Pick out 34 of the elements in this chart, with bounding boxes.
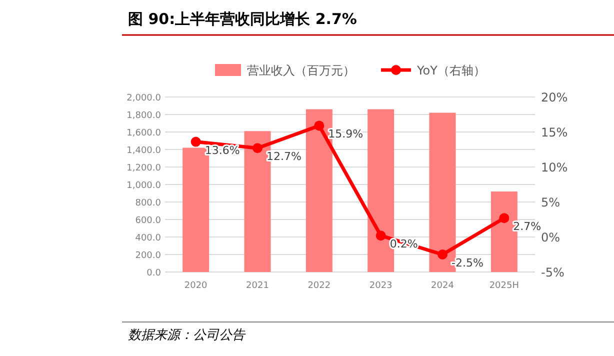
- source-note: 数据来源：公司公告: [128, 328, 246, 343]
- y-tick-label: 800.0: [135, 198, 162, 208]
- x-tick-label: 2022: [308, 281, 331, 291]
- y2-tick-label: 5%: [541, 196, 560, 210]
- data-label: 0.2%: [390, 238, 418, 251]
- point: [438, 250, 448, 260]
- x-tick-label: 2025H: [489, 281, 520, 291]
- y2-tick-label: 10%: [541, 160, 568, 174]
- point: [499, 213, 510, 224]
- point: [314, 120, 324, 131]
- point: [252, 143, 262, 154]
- title: 图 90:上半年营收同比增长 2.7%: [128, 10, 357, 28]
- y-tick-label: 200.0: [135, 251, 162, 261]
- y-tick-label: 600.0: [135, 216, 162, 226]
- y2-tick-label: 15%: [541, 126, 568, 140]
- y-tick-label: 2,000.0: [126, 94, 162, 104]
- y-tick-label: 1,600.0: [126, 128, 162, 138]
- y-tick-label: 1,000.0: [126, 181, 162, 191]
- y2-tick-label: -5%: [541, 266, 564, 280]
- point: [376, 230, 386, 241]
- x-tick-label: 2021: [246, 281, 269, 291]
- y-tick-label: 0.0: [146, 268, 162, 278]
- x-tick-label: 2024: [431, 281, 454, 291]
- y-tick-label: 1,200.0: [126, 164, 162, 174]
- y-tick-label: 1,400.0: [126, 146, 162, 156]
- y-tick-label: 1,800.0: [126, 111, 162, 121]
- x-tick-label: 2020: [184, 281, 208, 291]
- y2-tick-label: 20%: [541, 90, 568, 104]
- legend-label: YoY（右轴）: [416, 64, 486, 78]
- legend-label: 营业收入（百万元）: [247, 64, 355, 78]
- point: [190, 136, 201, 147]
- x-tick-label: 2023: [369, 281, 392, 291]
- y2-tick-label: 0%: [541, 230, 560, 244]
- y-tick-label: 400.0: [135, 234, 162, 244]
